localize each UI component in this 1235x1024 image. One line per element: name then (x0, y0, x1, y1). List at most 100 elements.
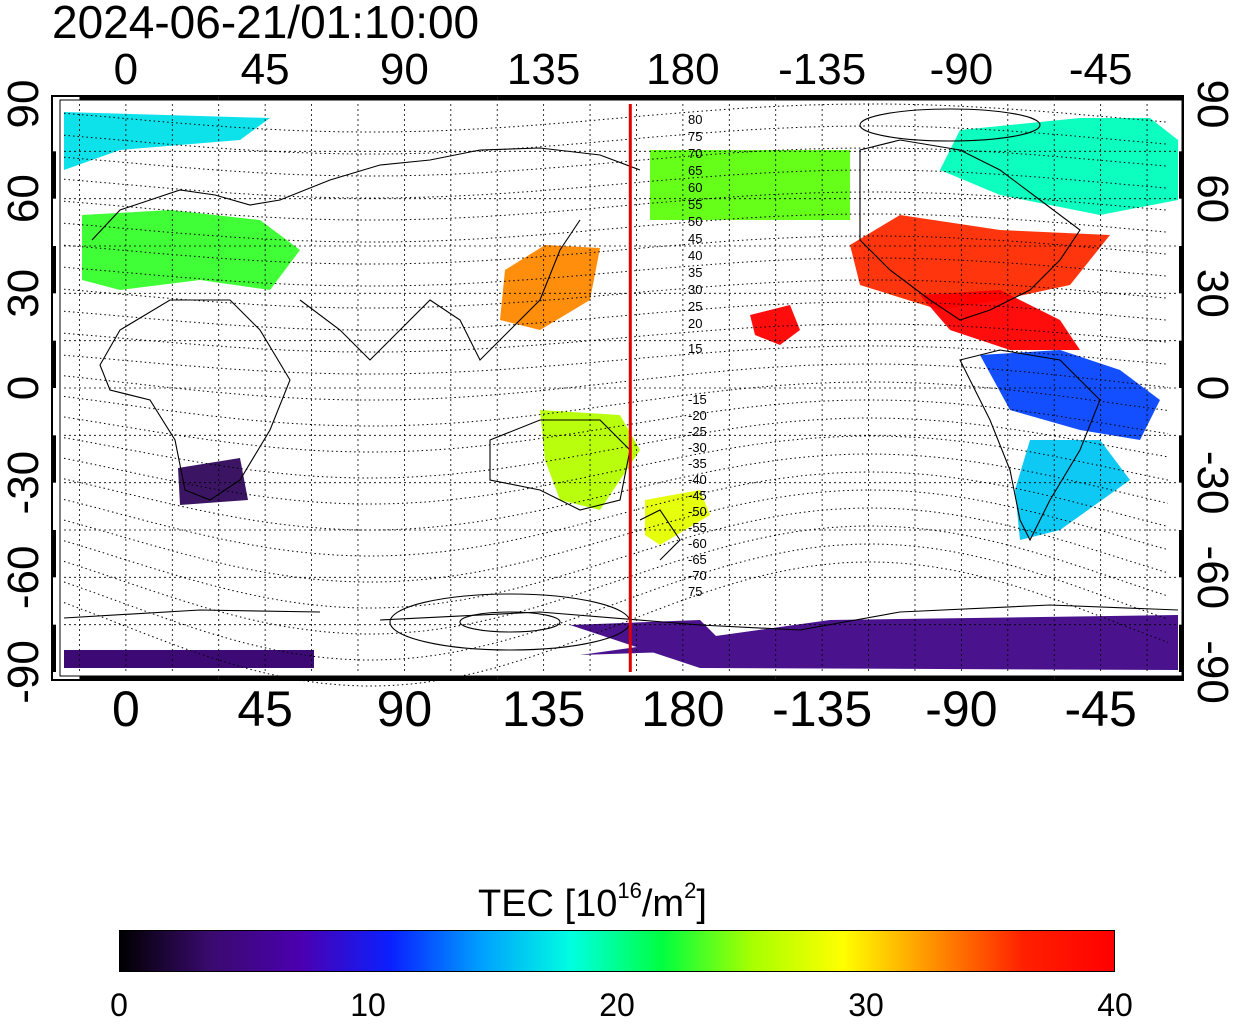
contour-label: 25 (688, 299, 702, 314)
top-longitude-label: 45 (241, 45, 290, 94)
contour-label: -45 (688, 488, 707, 503)
contour-label: -70 (688, 568, 707, 583)
contour-line (63, 103, 1169, 133)
contour-label: 20 (688, 316, 702, 331)
coastline (63, 604, 1179, 631)
colorbar-title: TEC [1016/m2] (478, 878, 707, 925)
contour-line (63, 381, 1169, 427)
pole-contour (859, 108, 1041, 142)
frame-segment (1179, 246, 1183, 294)
top-longitude-label: -135 (778, 45, 866, 94)
contour-line (63, 345, 1169, 375)
contour-label: 60 (688, 180, 702, 195)
right-latitude-label: -90 (1188, 640, 1235, 704)
contour-label: 45 (688, 231, 702, 246)
contour-label: -60 (688, 536, 707, 551)
top-longitude-label: 90 (380, 45, 429, 94)
contour-label: -20 (688, 408, 707, 423)
tec-region (570, 615, 1178, 670)
frame-segment (1054, 676, 1183, 680)
contour-label: -35 (688, 456, 707, 471)
bottom-longitude-label: 135 (502, 681, 585, 737)
frame-segment (914, 96, 1055, 100)
contour-line (63, 417, 1169, 479)
graticule (64, 104, 1178, 672)
right-latitude-label: 0 (1188, 376, 1235, 400)
contour-label: 50 (688, 214, 702, 229)
tec-region (850, 215, 1110, 310)
contour-line (63, 471, 1169, 557)
bottom-longitude-label: -45 (1065, 681, 1137, 737)
frame-segment (1179, 530, 1183, 578)
top-longitude-label: 0 (114, 45, 138, 94)
right-latitude-label: 60 (1188, 174, 1235, 223)
tec-region (645, 490, 710, 545)
tec-region (650, 150, 850, 220)
frame-segment (79, 676, 219, 680)
tec-region (920, 290, 1080, 350)
contour-label: 80 (688, 112, 702, 127)
left-latitude-label: 0 (0, 376, 48, 400)
frame-segment (52, 435, 56, 483)
contour-line (63, 525, 1169, 635)
frame-segment (52, 340, 56, 388)
colorbar-tick-label: 0 (110, 987, 128, 1023)
pole-contour (389, 593, 631, 651)
contour-label: 65 (688, 163, 702, 178)
tec-region (82, 210, 300, 290)
contour-label: 75 (688, 584, 702, 599)
top-longitude-label: 180 (646, 45, 719, 94)
frame-segment (1054, 96, 1183, 100)
bottom-longitude-label: 45 (237, 681, 293, 737)
contour-label: -50 (688, 504, 707, 519)
contour-label: 40 (688, 248, 702, 263)
tec-region (64, 112, 270, 170)
pole-contour (459, 611, 561, 633)
magnetic-latitude-contours (63, 103, 1169, 687)
frame-segment (218, 676, 358, 680)
colorbar-tick-label: 40 (1097, 987, 1133, 1023)
coastline (639, 509, 681, 561)
right-latitude-label: -60 (1188, 546, 1235, 610)
contour-line (63, 453, 1169, 531)
tec-region (1015, 440, 1130, 540)
contour-line (63, 489, 1169, 583)
contour-line (63, 257, 1169, 287)
frame-segment (914, 676, 1055, 680)
frame-segment (52, 624, 56, 672)
left-latitude-label: -30 (0, 451, 48, 515)
left-latitude-label: -90 (0, 640, 48, 704)
tec-data-layer (64, 112, 1178, 670)
contour-label: -30 (688, 440, 707, 455)
left-latitude-label: 60 (0, 174, 48, 223)
contour-line (63, 301, 1169, 331)
contour-line (63, 543, 1169, 661)
map-frame (51, 95, 1184, 681)
contour-line (63, 191, 1169, 221)
frame-segment (357, 676, 498, 680)
tec-region (178, 458, 248, 505)
bottom-longitude-label: 180 (641, 681, 724, 737)
frame-segment (497, 96, 637, 100)
coastline (489, 419, 631, 511)
frame-segment (636, 96, 776, 100)
contour-label: 75 (688, 129, 702, 144)
frame-segment (775, 96, 915, 100)
contour-label: -55 (688, 520, 707, 535)
contour-line (63, 323, 1169, 353)
frame-segment (52, 151, 56, 199)
contour-line (63, 279, 1169, 309)
contour-line (63, 147, 1169, 177)
right-latitude-label: -30 (1188, 451, 1235, 515)
left-latitude-label: 30 (0, 269, 48, 318)
contour-line (63, 125, 1169, 155)
bottom-longitude-label: -90 (925, 681, 997, 737)
timestamp: 2024-06-21/01:10:00 (52, 0, 480, 48)
coastline (959, 349, 1101, 542)
frame-segment (497, 676, 637, 680)
tec-region (750, 305, 800, 345)
frame-segment (1179, 340, 1183, 388)
top-longitude-label: -45 (1069, 45, 1133, 94)
frame-segment (1179, 151, 1183, 199)
bottom-longitude-label: 90 (377, 681, 433, 737)
